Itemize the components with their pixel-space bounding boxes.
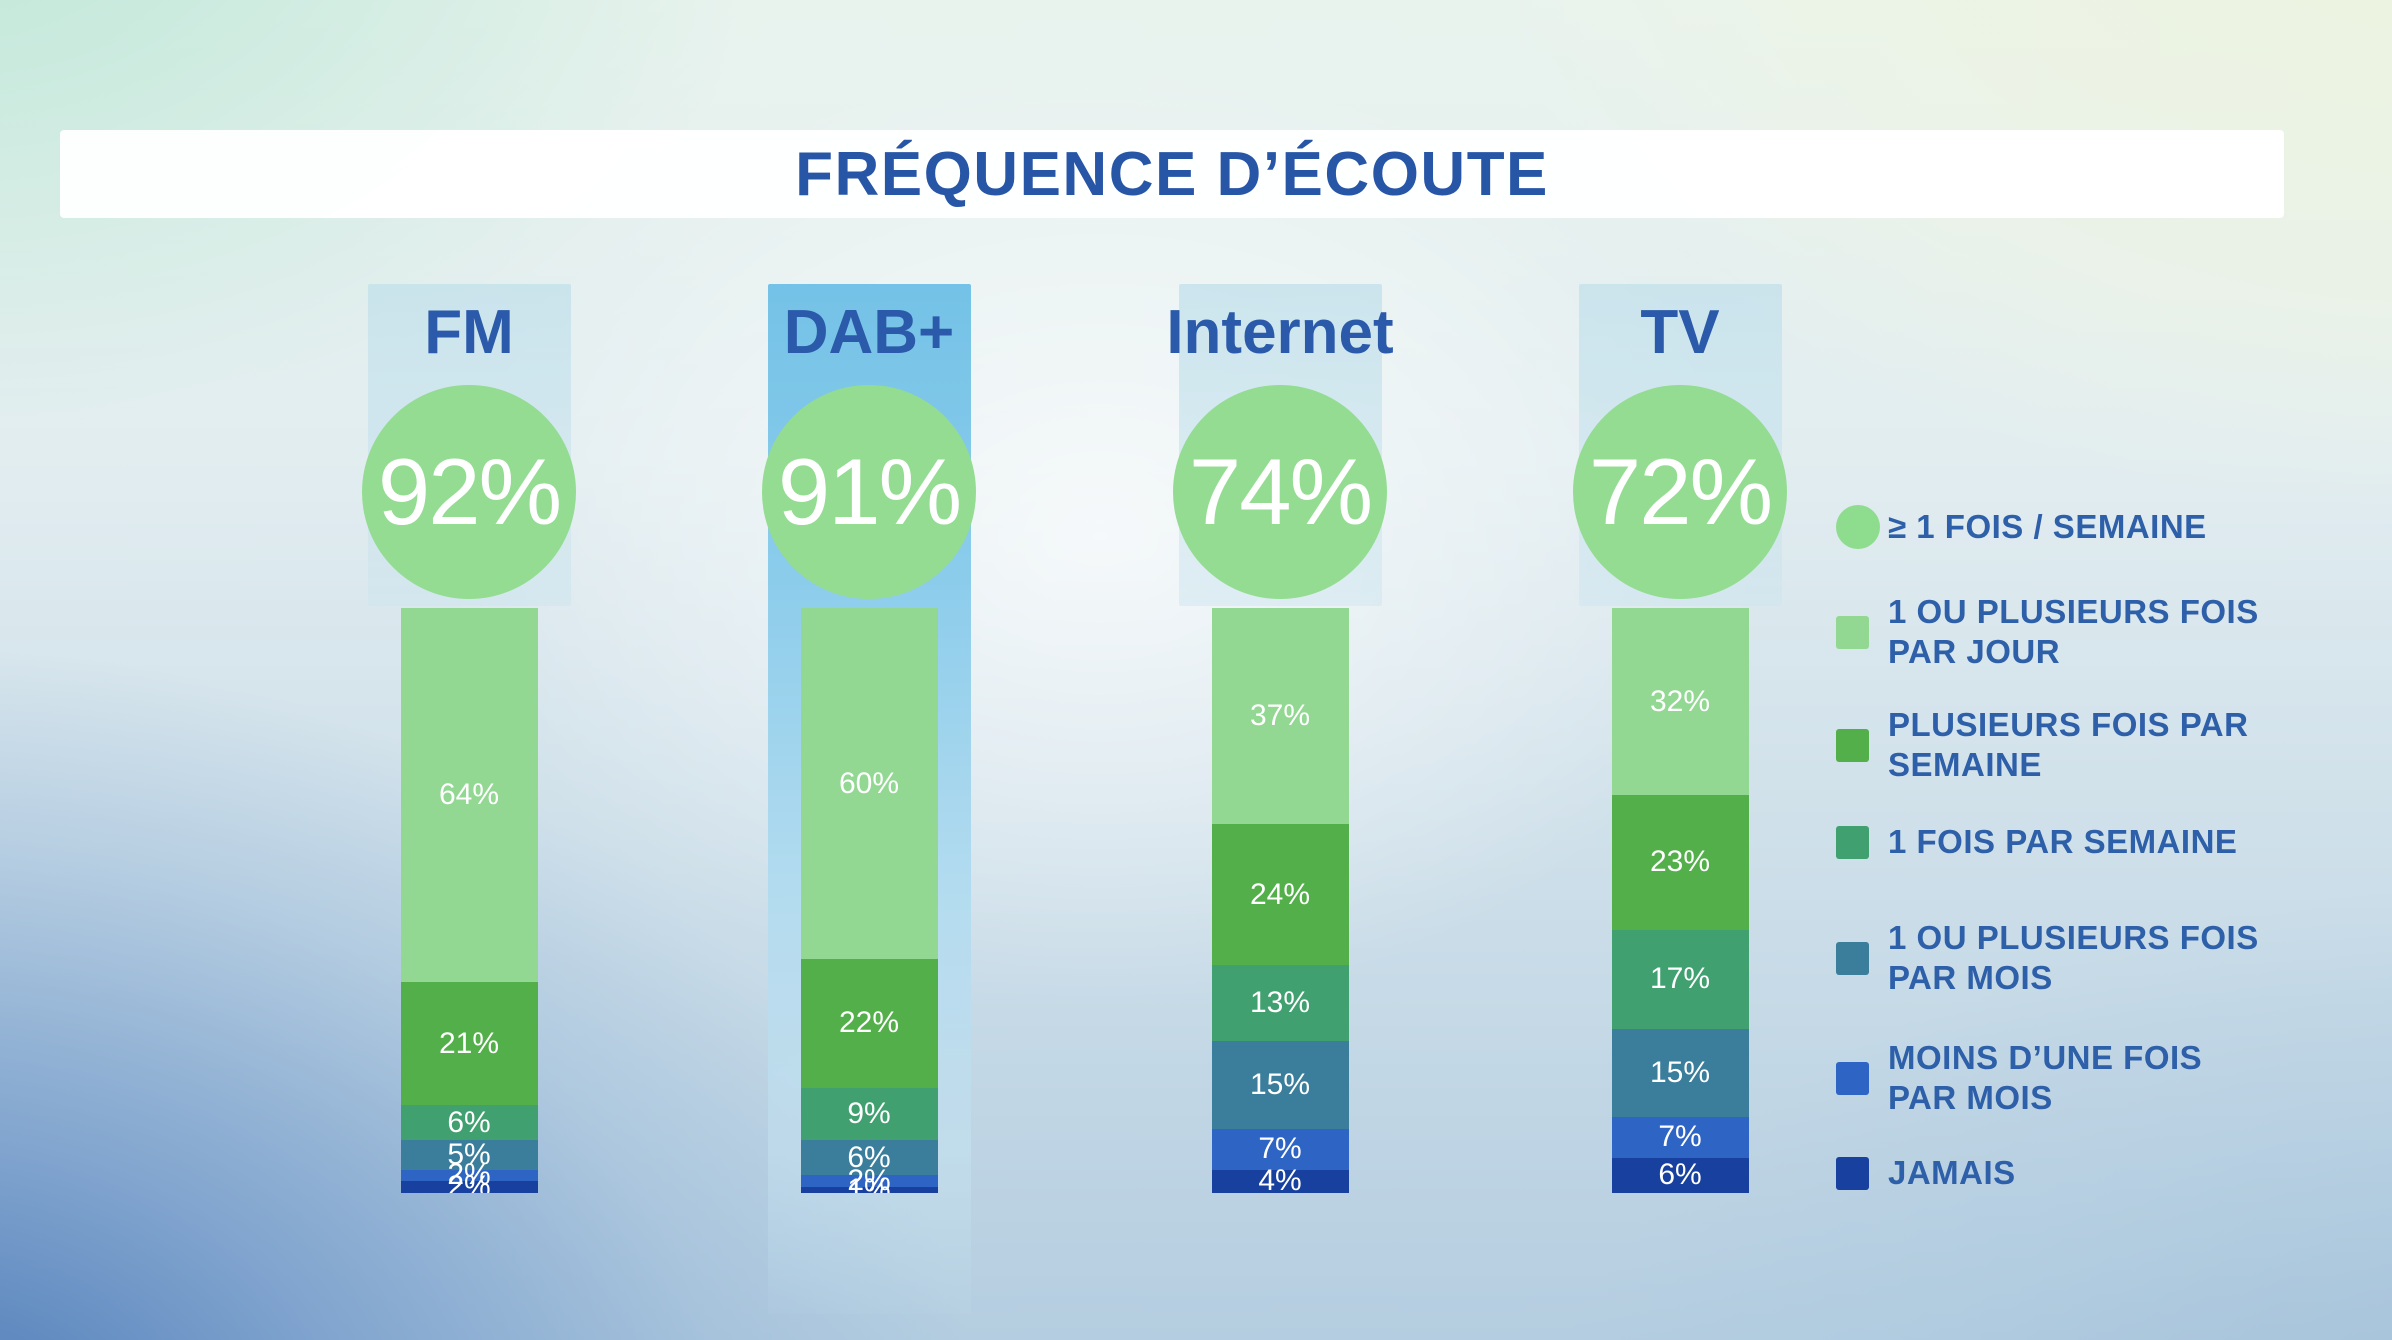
bar-segment [800, 608, 938, 959]
bar-segment [1211, 608, 1349, 825]
legend-square-swatch-icon [1836, 1156, 1869, 1190]
reach-circle-dab: 91% [762, 385, 976, 599]
legend-square-swatch-icon [1836, 941, 1869, 975]
segment-label: 15% [1649, 1056, 1711, 1090]
legend-label: 1 OU PLUSIEURS FOIS PAR MOIS [1888, 919, 2259, 996]
segment-label: 17% [1649, 962, 1711, 996]
legend-square-swatch-icon [1836, 615, 1869, 649]
legend-label: MOINS D’UNE FOIS PAR MOIS [1888, 1039, 2203, 1116]
stacked-bar-internet: 37% 24% 13% 15% 7% 4% [1211, 608, 1349, 1193]
segment-label: 23% [1649, 845, 1711, 879]
bar-segment [1611, 929, 1749, 1030]
legend-label: ≥ 1 FOIS / SEMAINE [1888, 508, 2207, 545]
segment-label: 2% [847, 1164, 891, 1193]
bar-segment [400, 608, 538, 983]
segment-label: 22% [838, 1006, 900, 1040]
legend-label: 1 FOIS PAR SEMAINE [1888, 823, 2238, 860]
legend-item: JAMAIS [1836, 1153, 2016, 1193]
segment-label: 7% [1258, 1132, 1302, 1166]
column-header-internet: Internet [1166, 297, 1394, 367]
segment-label: 1% [847, 1173, 891, 1193]
segment-label: 9% [847, 1097, 891, 1131]
segment-label: 64% [438, 778, 500, 812]
legend-item: ≥ 1 FOIS / SEMAINE [1836, 505, 2207, 549]
bar-segment [1611, 1116, 1749, 1158]
legend-item: 1 FOIS PAR SEMAINE [1836, 822, 2237, 862]
bar-segment [800, 1087, 938, 1141]
bar-segment [1611, 1029, 1749, 1117]
stacked-bar-fm: 64% 21% 6% 5% 2% 2% [400, 608, 538, 1193]
bar-segment [800, 959, 938, 1088]
segment-label: 24% [1249, 877, 1311, 911]
bar-segment [1211, 1169, 1349, 1193]
segment-label: 6% [447, 1105, 491, 1139]
segment-label: 21% [438, 1026, 500, 1060]
column-header-tv: TV [1640, 297, 1720, 367]
legend-square-swatch-icon [1836, 825, 1869, 859]
segment-label: 7% [1658, 1120, 1702, 1154]
reach-circle-tv: 72% [1573, 385, 1787, 599]
segment-label: 6% [1658, 1158, 1702, 1192]
column-header-dab: DAB+ [783, 297, 955, 367]
bar-segment [1611, 1157, 1749, 1193]
bar-segment [400, 1169, 538, 1182]
segment-label: 15% [1249, 1067, 1311, 1101]
bar-segment [1611, 795, 1749, 930]
bar-segment [1211, 1040, 1349, 1129]
segment-label: 60% [838, 766, 900, 800]
segment-label: 2% [447, 1170, 491, 1193]
bar-segment [800, 1187, 938, 1193]
bar-segment [800, 1175, 938, 1188]
bar-segment [400, 1105, 538, 1141]
legend-label: 1 OU PLUSIEURS FOIS PAR JOUR [1888, 593, 2259, 670]
segment-label: 2% [447, 1158, 491, 1192]
title-band: FRÉQUENCE D’ÉCOUTE [60, 130, 2284, 218]
legend-item: 1 OU PLUSIEURS FOIS PAR JOUR [1836, 592, 2259, 672]
legend-label: JAMAIS [1888, 1154, 2016, 1191]
reach-circle-fm: 92% [362, 385, 576, 599]
legend-square-swatch-icon [1836, 1061, 1869, 1095]
bar-segment [400, 982, 538, 1106]
column-header-fm: FM [424, 297, 514, 367]
bar-segment [400, 1140, 538, 1170]
segment-label: 5% [447, 1137, 491, 1171]
bar-segment [1211, 1128, 1349, 1170]
legend-item: PLUSIEURS FOIS PAR SEMAINE [1836, 705, 2248, 785]
legend-label: PLUSIEURS FOIS PAR SEMAINE [1888, 706, 2249, 783]
reach-circle-internet: 74% [1173, 385, 1387, 599]
segment-label: 37% [1249, 699, 1311, 733]
segment-label: 13% [1249, 985, 1311, 1019]
bar-segment [1611, 608, 1749, 796]
segment-label: 32% [1649, 684, 1711, 718]
bar-segment [400, 1181, 538, 1193]
stacked-bar-tv: 32% 23% 17% 15% 7% 6% [1611, 608, 1749, 1193]
bar-segment [1211, 824, 1349, 965]
segment-label: 4% [1258, 1164, 1302, 1193]
legend-item: 1 OU PLUSIEURS FOIS PAR MOIS [1836, 918, 2259, 998]
bar-segment [800, 1140, 938, 1176]
segment-label: 6% [847, 1140, 891, 1174]
stacked-bar-dab: 60% 22% 9% 6% 2% 1% [800, 608, 938, 1193]
legend-circle-swatch-icon [1836, 505, 1880, 549]
legend-item: MOINS D’UNE FOIS PAR MOIS [1836, 1038, 2202, 1118]
legend-square-swatch-icon [1836, 728, 1869, 762]
bar-segment [1211, 964, 1349, 1041]
page-title: FRÉQUENCE D’ÉCOUTE [795, 139, 1549, 209]
